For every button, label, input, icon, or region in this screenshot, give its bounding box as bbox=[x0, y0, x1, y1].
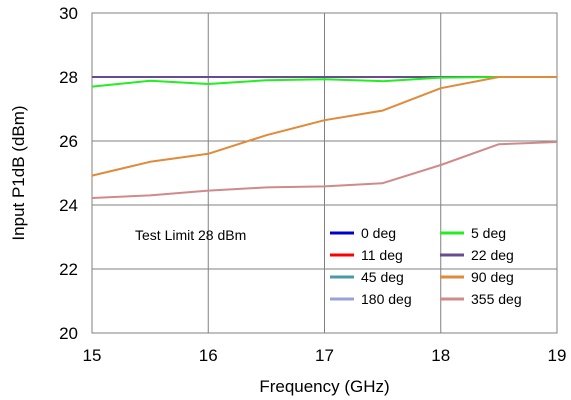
y-tick-label: 24 bbox=[59, 196, 78, 215]
y-tick-label: 28 bbox=[59, 68, 78, 87]
x-tick-label: 15 bbox=[83, 346, 102, 365]
y-axis-title: Input P1dB (dBm) bbox=[9, 105, 28, 240]
legend: 0 deg 5 deg 11 deg 22 deg 45 deg 90 deg 180 de… bbox=[330, 225, 522, 307]
y-tick-label: 20 bbox=[59, 324, 78, 343]
x-axis-title: Frequency (GHz) bbox=[259, 377, 389, 396]
y-tick-label: 26 bbox=[59, 132, 78, 151]
plot-area bbox=[91, 12, 558, 334]
legend-label: 22 deg bbox=[471, 247, 514, 263]
legend-label: 180 deg bbox=[361, 291, 412, 307]
legend-label: 5 deg bbox=[471, 225, 506, 241]
legend-label: 355 deg bbox=[471, 291, 522, 307]
x-tick-label: 16 bbox=[199, 346, 218, 365]
series-line-90-deg bbox=[91, 76, 557, 177]
y-tick-labels: 20 22 24 26 28 30 bbox=[59, 4, 78, 343]
test-limit-annotation: Test Limit 28 dBm bbox=[135, 227, 246, 243]
series-line-5-deg bbox=[91, 76, 557, 88]
x-tick-label: 17 bbox=[315, 346, 334, 365]
series-line-355-deg bbox=[91, 141, 558, 199]
y-tick-label: 30 bbox=[59, 4, 78, 23]
x-tick-labels: 15 16 17 18 19 bbox=[83, 346, 567, 365]
legend-label: 90 deg bbox=[471, 269, 514, 285]
y-tick-label: 22 bbox=[59, 260, 78, 279]
legend-label: 11 deg bbox=[361, 247, 403, 263]
x-tick-label: 19 bbox=[548, 346, 567, 365]
series-lines bbox=[91, 76, 558, 199]
legend-label: 45 deg bbox=[361, 269, 404, 285]
x-tick-label: 18 bbox=[431, 346, 450, 365]
grid bbox=[91, 12, 558, 334]
legend-label: 0 deg bbox=[361, 225, 396, 241]
